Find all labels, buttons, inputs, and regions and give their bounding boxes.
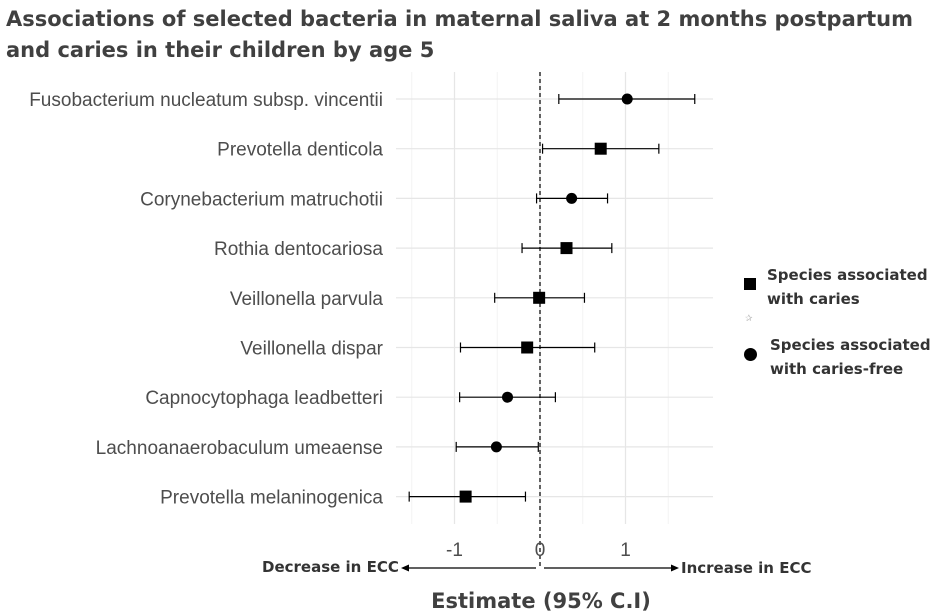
estimate-square bbox=[521, 341, 534, 354]
legend-label-caries-free: Species associated with caries-free bbox=[770, 336, 931, 378]
species-label: Prevotella denticola bbox=[217, 140, 383, 161]
species-label: Rothia dentocariosa bbox=[214, 239, 383, 260]
chart-title-line-2: and caries in their children by age 5 bbox=[6, 38, 435, 62]
estimate-square bbox=[594, 142, 607, 155]
estimate-square bbox=[533, 291, 546, 304]
legend-item-caries-free: Species associated with caries-free bbox=[744, 333, 937, 381]
species-label: Prevotella melaninogenica bbox=[160, 488, 383, 509]
species-label: Fusobacterium nucleatum subsp. vincentii bbox=[29, 90, 383, 111]
estimate-circle bbox=[502, 391, 514, 403]
x-tick-label: -1 bbox=[446, 540, 463, 561]
legend-square-marker bbox=[744, 278, 756, 290]
right-arrow-head bbox=[671, 564, 679, 572]
chart-title-line-1: Associations of selected bacteria in mat… bbox=[6, 7, 913, 31]
species-label: Veillonella dispar bbox=[240, 339, 383, 360]
legend-item-caries: Species associated with caries bbox=[744, 263, 937, 311]
x-tick-label: 1 bbox=[620, 540, 631, 561]
chart-title: Associations of selected bacteria in mat… bbox=[6, 4, 931, 66]
x-tick-label: 0 bbox=[535, 540, 546, 561]
estimate-square bbox=[459, 490, 472, 503]
decrease-label: Decrease in ECC bbox=[262, 558, 399, 576]
estimate-circle bbox=[566, 192, 578, 204]
species-label: Lachnoanaerobaculum umeaense bbox=[96, 438, 383, 459]
estimate-square bbox=[560, 242, 573, 255]
species-label: Capnocytophaga leadbetteri bbox=[145, 388, 383, 409]
increase-label: Increase in ECC bbox=[681, 559, 812, 577]
legend-label-caries: Species associated with caries bbox=[767, 266, 928, 308]
estimate-circle bbox=[490, 441, 502, 453]
species-label: Corynebacterium matruchotii bbox=[140, 189, 383, 210]
x-axis-title: Estimate (95% C.I) bbox=[431, 589, 651, 613]
legend-circle-marker bbox=[744, 348, 757, 361]
left-arrow-head bbox=[401, 564, 409, 572]
legend-faint-mark: ✰ bbox=[745, 313, 753, 323]
species-label: Veillonella parvula bbox=[230, 289, 384, 310]
estimate-circle bbox=[621, 93, 633, 105]
